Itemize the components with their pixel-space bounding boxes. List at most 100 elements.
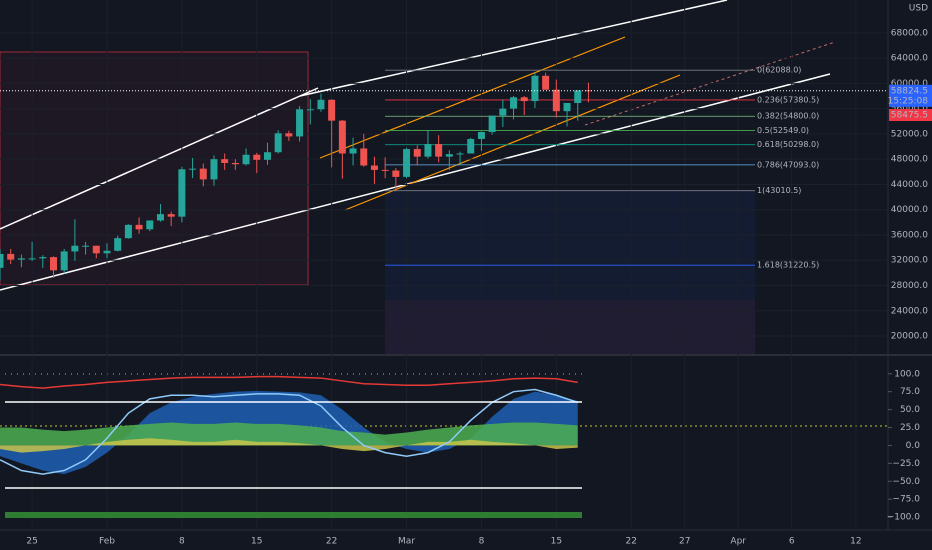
x-tick-label: 15	[251, 537, 262, 547]
candle-body	[285, 133, 293, 137]
y-tick-label: 40000.0	[891, 205, 928, 215]
candle-body	[296, 109, 304, 137]
candle-body	[210, 159, 218, 180]
candle-body	[552, 89, 560, 112]
candle-body	[167, 214, 175, 217]
candle-body	[49, 257, 57, 271]
candle-body	[424, 144, 432, 157]
candle-body	[124, 224, 132, 239]
y-tick-label: 64000.0	[891, 54, 928, 64]
candle-body	[328, 99, 336, 121]
y-tick-label: 28000.0	[891, 281, 928, 291]
candle-body	[156, 214, 164, 221]
y-tick-label: −75.0	[892, 495, 920, 505]
candle-body	[274, 133, 282, 153]
candle-body	[338, 120, 346, 154]
y-tick-label: 20000.0	[891, 332, 928, 342]
fib-label: 0.236(57380.5)	[757, 95, 819, 104]
candle-body	[114, 238, 122, 251]
y-tick-label: 25.0	[900, 423, 920, 433]
candle-body	[403, 149, 411, 177]
y-tick-label: 52000.0	[891, 129, 928, 139]
x-tick-label: Feb	[99, 537, 115, 547]
x-tick-label: 15	[551, 537, 562, 547]
candle-body	[7, 253, 15, 260]
osc-bar	[5, 512, 582, 518]
y-tick-label: 44000.0	[891, 180, 928, 190]
osc-area	[0, 438, 578, 453]
candle-body	[467, 138, 475, 154]
osc-line	[0, 388, 578, 475]
candle-body	[445, 154, 453, 157]
x-tick-label: 8	[479, 537, 485, 547]
candle-body	[39, 257, 47, 259]
candle-body	[242, 154, 250, 165]
y-tick-label: −100.0	[887, 513, 921, 523]
fib-label: 0.786(47093.0)	[757, 160, 819, 169]
candle-body	[0, 253, 4, 268]
candle-body	[306, 109, 314, 111]
y-tick-label: 75.0	[900, 387, 920, 397]
x-tick-label: 6	[789, 537, 795, 547]
candle-body	[263, 152, 271, 160]
candle-body	[317, 99, 325, 110]
candle-body	[28, 258, 36, 260]
candle-body	[381, 169, 389, 171]
last-price-badge	[889, 84, 932, 107]
candle-body	[231, 162, 239, 165]
fib-label: 1.618(31220.5)	[757, 261, 819, 270]
candle-body	[510, 97, 518, 109]
x-tick-label: 27	[679, 537, 690, 547]
currency: USD	[909, 4, 928, 14]
trend-line	[0, 87, 319, 230]
x-tick-label: 12	[850, 537, 861, 547]
trend-line	[299, 0, 728, 97]
x-tick-label: 22	[626, 537, 637, 547]
fib-zone	[385, 190, 755, 355]
candle-body	[253, 154, 261, 160]
x-tick-label: Mar	[398, 537, 415, 547]
y-tick-label: 48000.0	[891, 155, 928, 165]
x-tick-label: Apr	[730, 537, 746, 547]
channel-line	[319, 36, 626, 159]
y-tick-label: 60000.0	[891, 79, 928, 89]
candle-body	[103, 250, 111, 254]
candle-body	[574, 90, 582, 103]
candle-body	[60, 251, 68, 271]
candle-body	[477, 132, 485, 139]
fib-label: 1(43010.5)	[757, 186, 801, 195]
x-tick-label: 22	[326, 537, 337, 547]
candle-body	[413, 149, 421, 157]
y-tick-label: 32000.0	[891, 256, 928, 266]
candle-body	[189, 168, 197, 170]
candle-body	[542, 75, 550, 90]
fib-label: 0.618(50298.0)	[757, 140, 819, 149]
candle-body	[499, 108, 507, 116]
candle-body	[531, 75, 539, 102]
y-tick-label: 68000.0	[891, 28, 928, 38]
dashed-line	[584, 41, 836, 126]
last-price-label: 58824.5	[891, 86, 928, 96]
candle-body	[71, 245, 79, 252]
fib-label: 0(62088.0)	[757, 66, 801, 75]
x-tick-label: 8	[179, 537, 185, 547]
candle-body	[146, 220, 154, 230]
candle-body	[456, 153, 464, 155]
candle-body	[349, 148, 357, 154]
y-tick-label: 36000.0	[891, 230, 928, 240]
y-tick-label: −25.0	[892, 459, 920, 469]
candle-body	[435, 144, 443, 157]
prev-price-badge	[889, 109, 932, 122]
candle-body	[520, 97, 528, 102]
prev-price-label: 58475.5	[891, 111, 928, 121]
y-tick-label: 0.0	[906, 441, 921, 451]
countdown: 15:25:08	[888, 96, 929, 106]
fib-label: 0.382(54800.0)	[757, 112, 819, 121]
candle-body	[199, 168, 207, 180]
osc-overlays	[5, 401, 582, 518]
candle-body	[92, 245, 100, 254]
candle-body	[563, 102, 571, 112]
x-tick-label: 25	[26, 537, 37, 547]
